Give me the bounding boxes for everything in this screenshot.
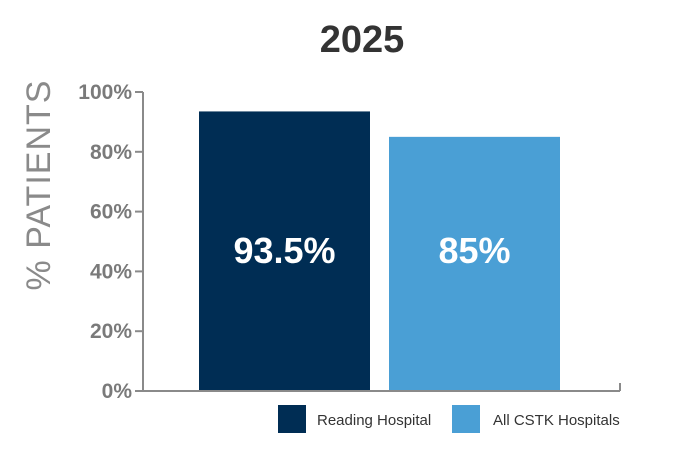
legend-swatch: [278, 405, 306, 433]
bar-value-label: 85%: [438, 230, 510, 271]
legend-entry-label: All CSTK Hospitals: [493, 412, 620, 429]
legend-entry-label: Reading Hospital: [317, 412, 431, 429]
y-tick-label: 80%: [90, 141, 132, 164]
legend-swatch: [452, 405, 480, 433]
bar-reading-hospital: [199, 111, 370, 391]
y-tick-label: 40%: [90, 260, 132, 283]
bar-all-cstk-hospitals: [389, 136, 560, 391]
y-tick-label: 60%: [90, 201, 132, 224]
y-tick-label: 20%: [90, 320, 132, 343]
y-tick-label: 0%: [102, 380, 133, 403]
bar-value-label: 93.5%: [233, 230, 335, 271]
y-tick-label: 100%: [78, 81, 132, 104]
legend: Reading Hospital All CSTK Hospitals: [278, 405, 620, 433]
y-axis-label: % PATIENTS: [20, 80, 58, 291]
y-axis-ticks: 0% 20% 40% 60% 80% 100%: [78, 81, 143, 403]
chart-title: 2025: [320, 19, 405, 61]
bars: 93.5% 85%: [199, 111, 560, 391]
